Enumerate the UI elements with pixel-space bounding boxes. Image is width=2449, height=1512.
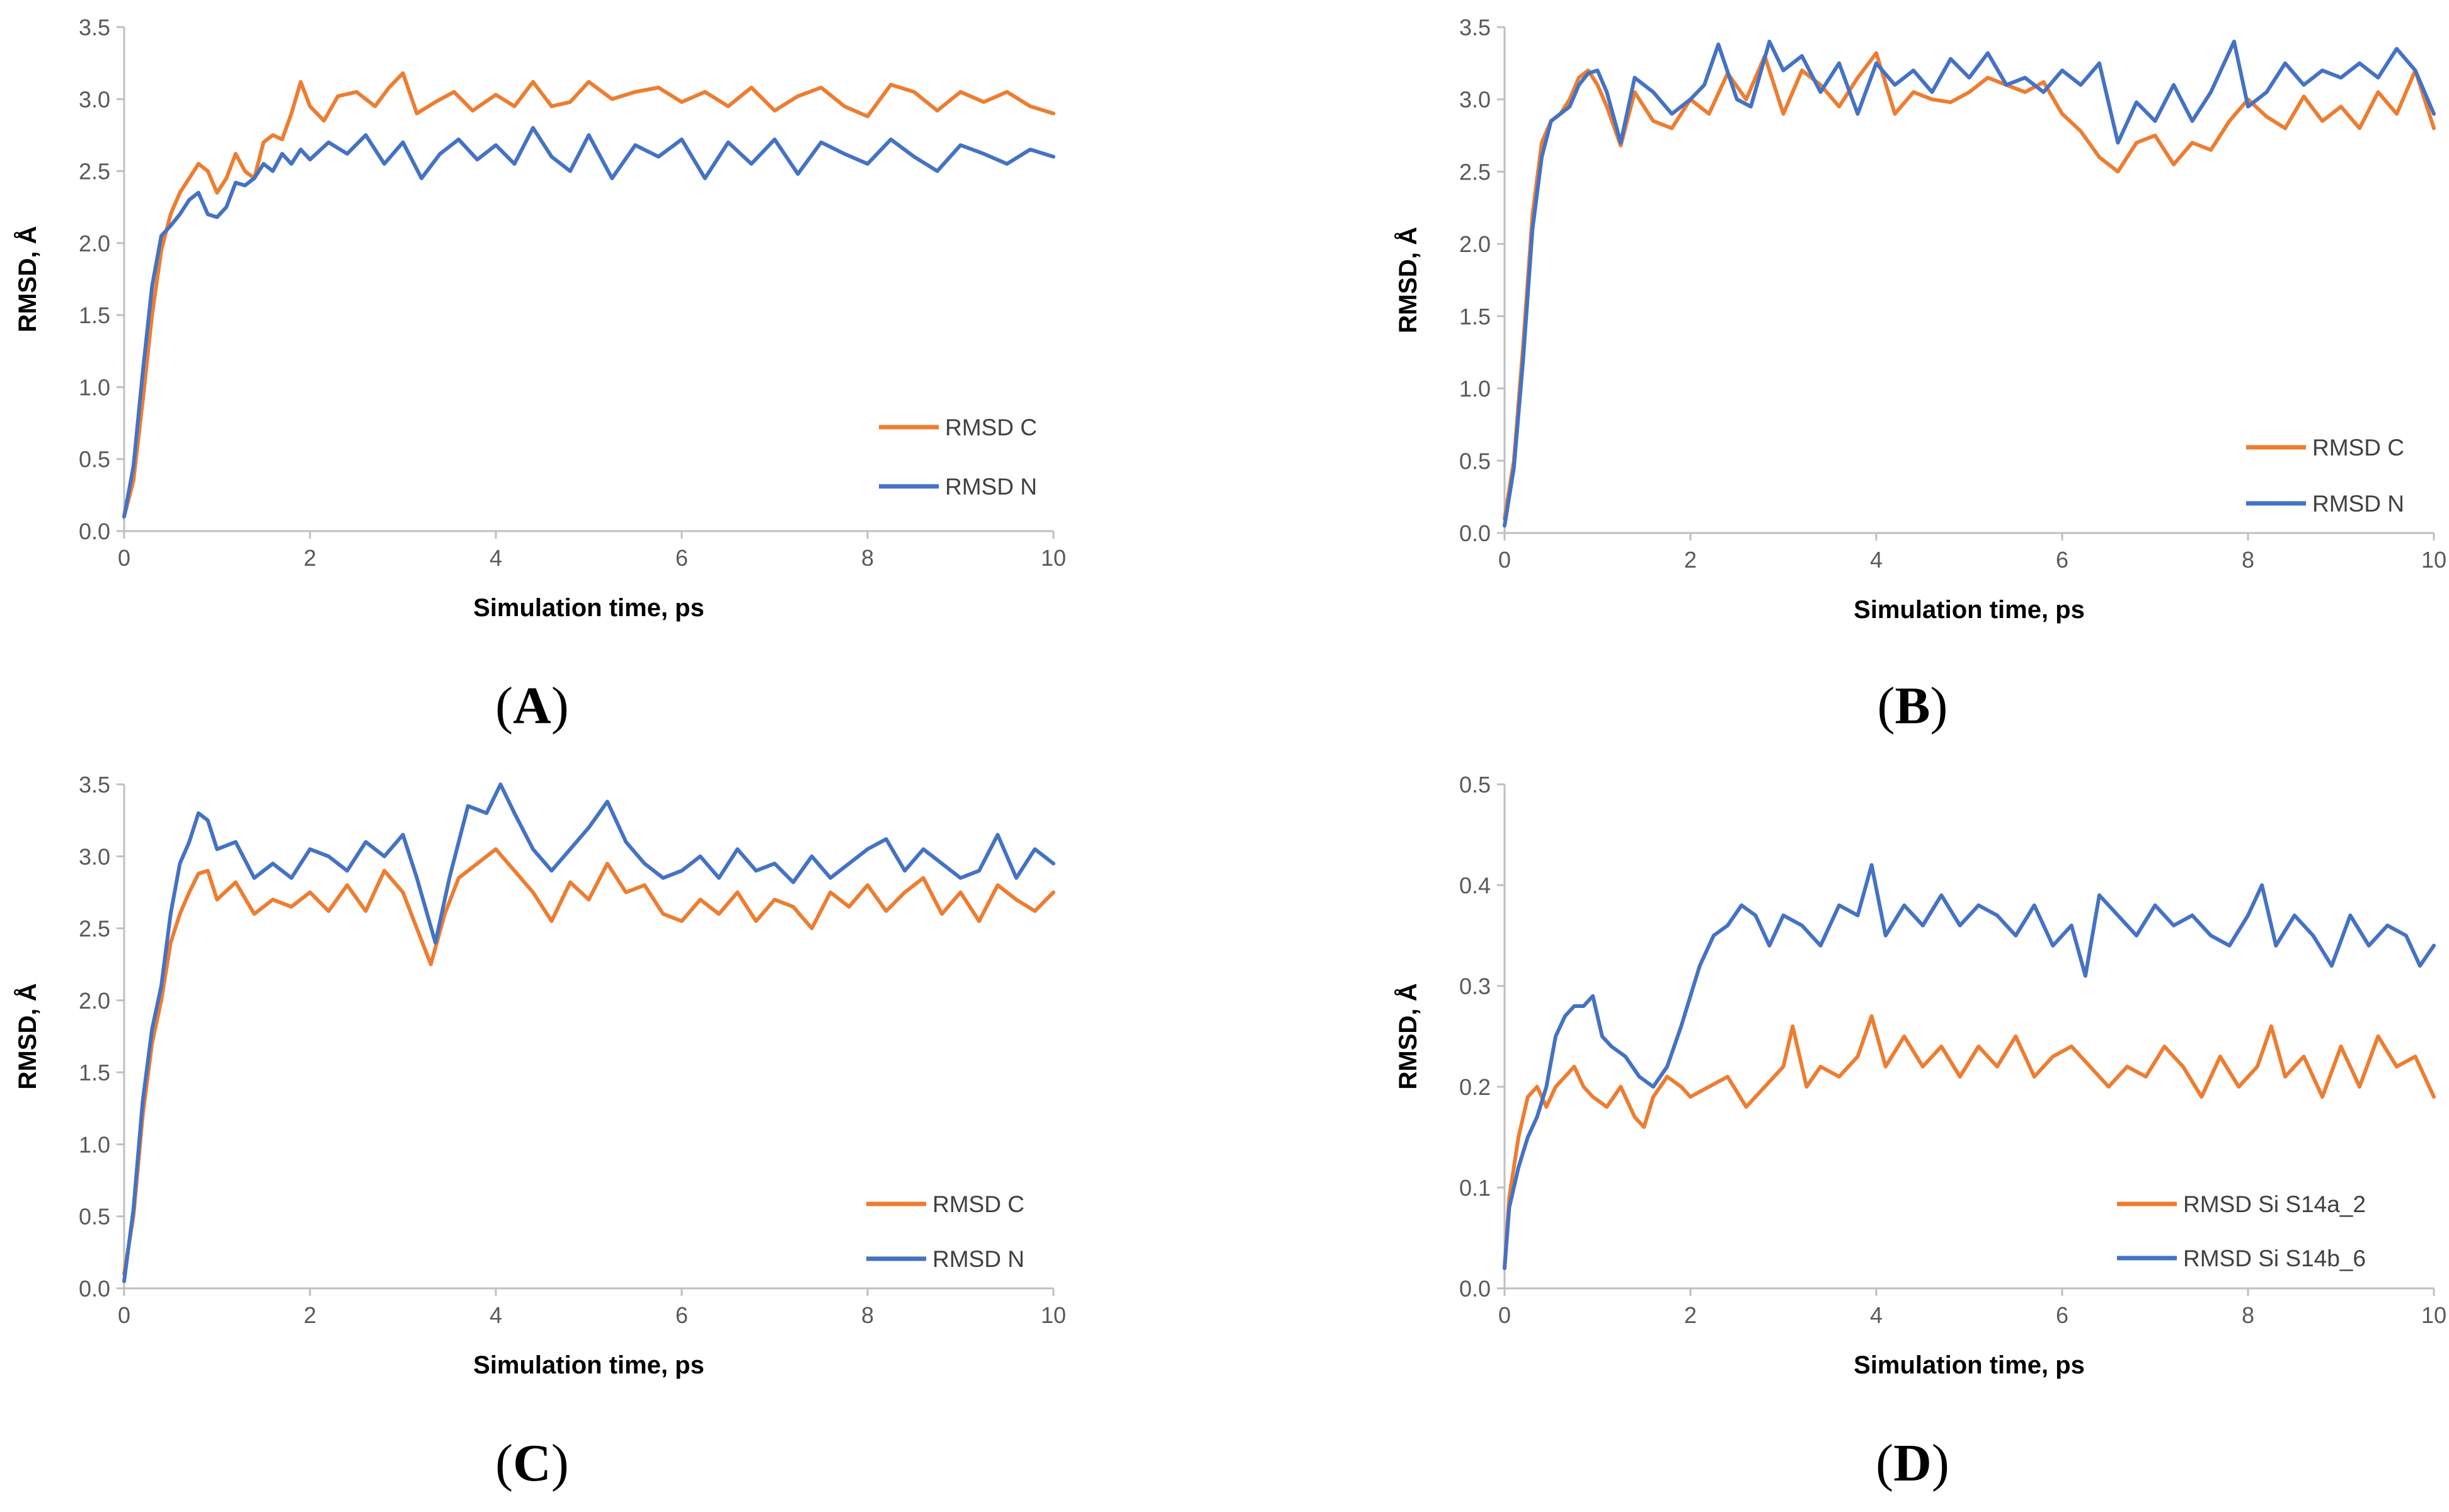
x-tick-label: 2 — [304, 545, 316, 571]
y-tick-label: 0.0 — [1459, 1276, 1491, 1302]
y-tick-label: 1.0 — [79, 1131, 110, 1157]
x-axis-title: Simulation time, ps — [1854, 1351, 2085, 1379]
y-tick-label: 0.5 — [1459, 772, 1491, 798]
x-axis-title: Simulation time, ps — [473, 594, 704, 622]
y-tick-label: 2.0 — [79, 988, 110, 1014]
x-tick-label: 2 — [1684, 1302, 1697, 1328]
x-tick-label: 6 — [2056, 1302, 2068, 1328]
panel-label: (D) — [1876, 1434, 1949, 1492]
series-line-rmsd-n — [1503, 39, 2436, 528]
y-tick-label: 0.5 — [1459, 448, 1491, 474]
x-tick-label: 0 — [118, 545, 130, 571]
y-axis-title: RMSD, Å — [1394, 983, 1422, 1090]
x-tick-label: 10 — [1041, 545, 1066, 571]
y-tick-label: 1.0 — [1459, 376, 1491, 402]
series-line-rmsd-c — [122, 71, 1055, 519]
legend-label: RMSD C — [932, 1191, 1024, 1217]
y-tick-label: 3.5 — [1459, 14, 1491, 40]
series-line-rmsd-si-s14a-2 — [1503, 1014, 2436, 1270]
y-tick-label: 3.5 — [79, 14, 110, 40]
series-line-rmsd-c — [122, 847, 1055, 1276]
x-tick-label: 4 — [490, 1302, 502, 1328]
legend-label: RMSD N — [2312, 491, 2404, 517]
x-tick-label: 8 — [861, 545, 874, 571]
x-tick-label: 10 — [2421, 547, 2446, 573]
x-tick-label: 0 — [118, 1302, 130, 1328]
y-tick-label: 0.5 — [79, 447, 110, 472]
y-tick-label: 0.4 — [1459, 873, 1491, 898]
y-tick-label: 2.5 — [79, 916, 110, 942]
y-axis-title: RMSD, Å — [13, 226, 42, 333]
y-tick-label: 1.5 — [1459, 304, 1491, 329]
x-tick-label: 8 — [861, 1302, 874, 1328]
y-tick-label: 3.5 — [79, 772, 110, 798]
series-line-rmsd-n — [122, 126, 1055, 519]
y-tick-label: 0.5 — [79, 1204, 110, 1230]
y-tick-label: 3.0 — [79, 86, 110, 112]
y-tick-label: 2.0 — [79, 231, 110, 256]
x-tick-label: 10 — [1041, 1302, 1066, 1328]
legend-label: RMSD N — [932, 1246, 1024, 1272]
x-tick-label: 0 — [1498, 1302, 1511, 1328]
legend-label: RMSD C — [2312, 435, 2404, 461]
series-line-rmsd-c — [1503, 51, 2436, 521]
x-axis-title: Simulation time, ps — [473, 1351, 704, 1379]
x-tick-label: 8 — [2242, 1302, 2254, 1328]
series-line-rmsd-si-s14b-6 — [1503, 863, 2436, 1270]
y-tick-label: 3.0 — [79, 844, 110, 869]
y-tick-label: 0.0 — [1459, 520, 1491, 546]
x-tick-label: 0 — [1498, 547, 1511, 573]
y-tick-label: 1.0 — [79, 374, 110, 400]
panel-label: (A) — [495, 677, 569, 735]
y-tick-label: 3.0 — [1459, 87, 1491, 113]
y-tick-label: 2.5 — [1459, 159, 1491, 185]
x-axis-title: Simulation time, ps — [1854, 596, 2085, 624]
y-axis-title: RMSD, Å — [13, 983, 42, 1090]
legend-label: RMSD N — [945, 474, 1037, 500]
y-tick-label: 2.0 — [1459, 231, 1491, 257]
panel-label: (B) — [1878, 677, 1948, 735]
x-tick-label: 6 — [2056, 547, 2068, 573]
y-tick-label: 0.1 — [1459, 1175, 1491, 1201]
chart-panel-a: 0.0 0.5 1.0 1.5 2.0 2.5 3.0 3.5 0 2 4 6 8 10 Simulatio… — [13, 14, 1066, 735]
x-tick-label: 2 — [1684, 547, 1697, 573]
x-tick-label: 2 — [304, 1302, 316, 1328]
y-tick-label: 0.0 — [79, 518, 110, 544]
x-tick-label: 6 — [675, 545, 688, 571]
x-tick-label: 6 — [675, 1302, 688, 1328]
x-tick-label: 4 — [1870, 547, 1883, 573]
x-tick-label: 4 — [1870, 1302, 1883, 1328]
y-tick-label: 0.3 — [1459, 973, 1491, 999]
legend-label: RMSD Si S14b_6 — [2183, 1246, 2366, 1271]
legend-label: RMSD Si S14a_2 — [2183, 1191, 2366, 1217]
legend-label: RMSD C — [945, 415, 1037, 440]
y-tick-label: 2.5 — [79, 159, 110, 185]
x-tick-label: 8 — [2242, 547, 2254, 573]
series-line-rmsd-n — [122, 782, 1055, 1283]
y-tick-label: 0.0 — [79, 1276, 110, 1302]
y-tick-label: 1.5 — [79, 1060, 110, 1085]
chart-panel-b: 0.0 0.5 1.0 1.5 2.0 2.5 3.0 3.5 0 2 4 6 8 10 Simulatio… — [1394, 14, 2446, 735]
chart-panel-d: 0.0 0.1 0.2 0.3 0.4 0.5 0 2 4 6 8 10 Simulation time… — [1394, 772, 2446, 1492]
y-tick-label: 1.5 — [79, 302, 110, 328]
x-tick-label: 10 — [2421, 1302, 2446, 1328]
y-axis-title: RMSD, Å — [1394, 227, 1422, 333]
y-tick-label: 0.2 — [1459, 1074, 1491, 1100]
x-tick-label: 4 — [490, 545, 502, 571]
panel-label: (C) — [495, 1434, 569, 1492]
chart-panel-c: 0.0 0.5 1.0 1.5 2.0 2.5 3.0 3.5 0 2 4 6 8 10 Simulatio… — [13, 772, 1066, 1492]
